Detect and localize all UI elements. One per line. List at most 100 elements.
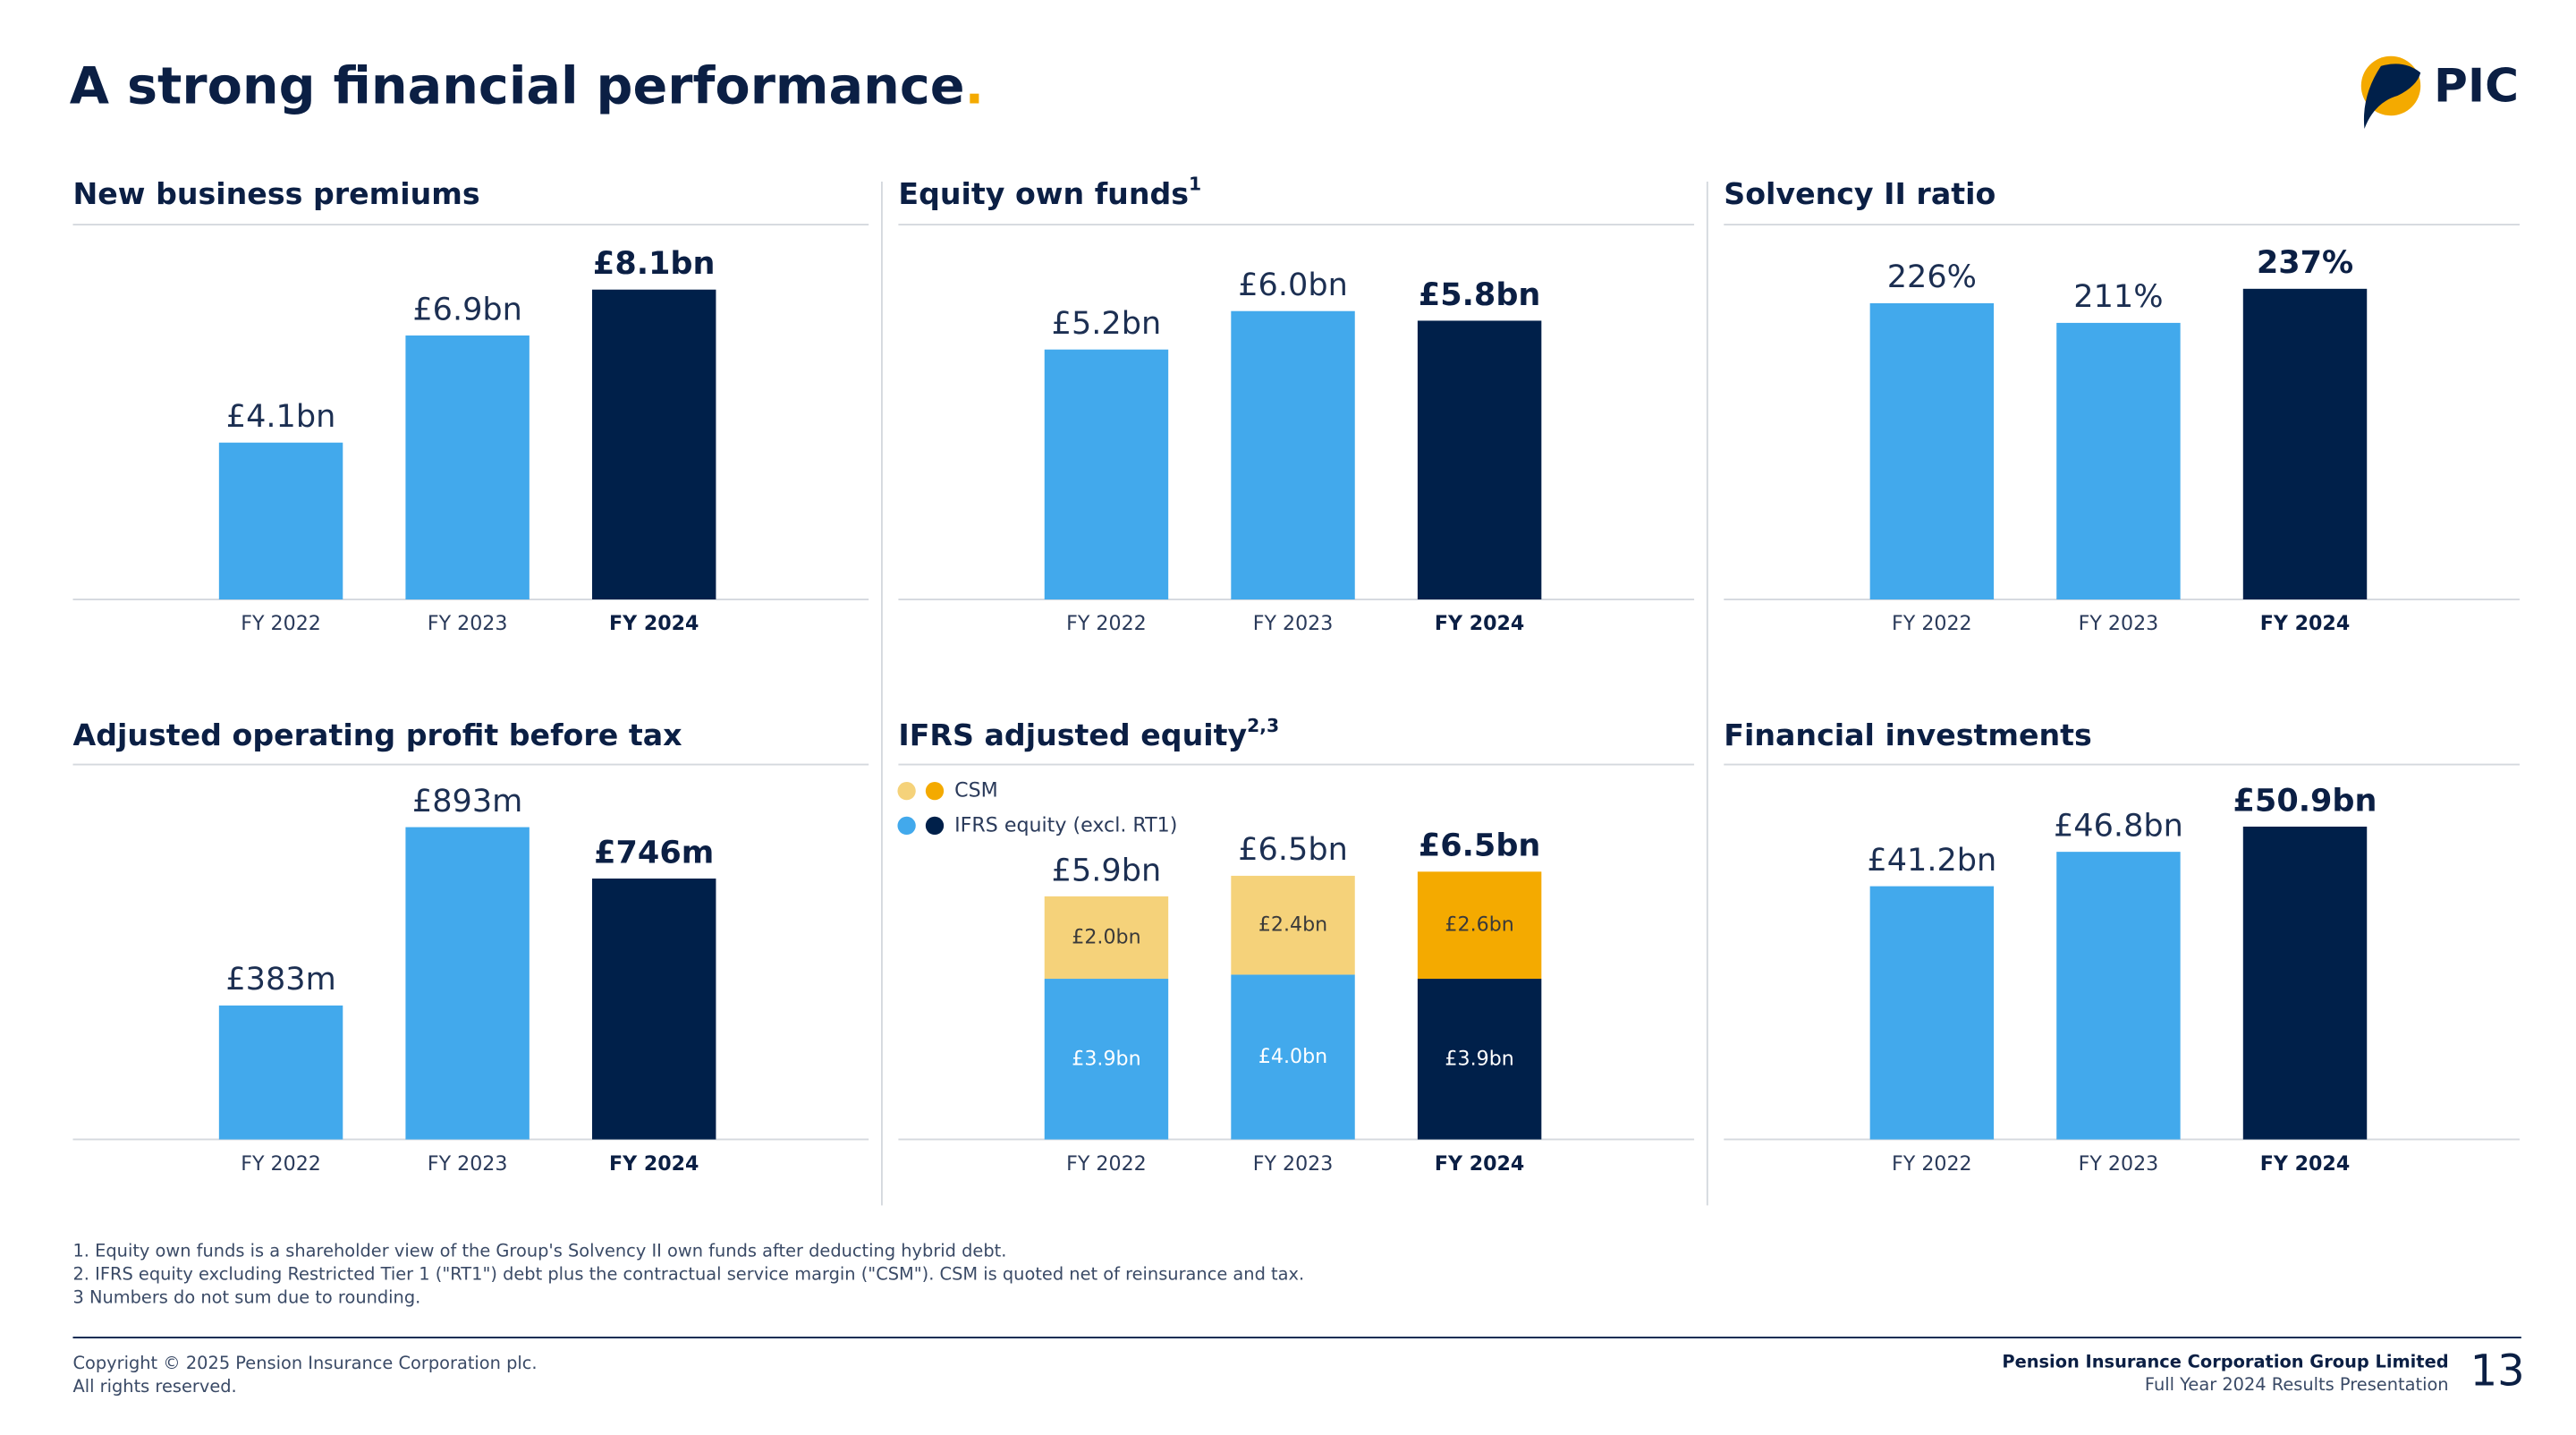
bar-segment <box>1044 896 1169 980</box>
bar <box>218 1005 343 1140</box>
segment-label: £3.9bn <box>1072 1047 1140 1070</box>
x-tick-label: FY 2022 <box>241 1152 321 1176</box>
slide-title: A strong financial performance. <box>70 56 984 115</box>
segment-label: £4.0bn <box>1258 1045 1327 1068</box>
x-tick-label: FY 2024 <box>1435 1152 1524 1176</box>
value-label: £4.1bn <box>226 398 336 435</box>
value-label: £746m <box>594 834 714 870</box>
chart-title: IFRS adjusted equity2,3 <box>898 715 1279 752</box>
x-tick-label: FY 2023 <box>428 1152 508 1176</box>
bar <box>2056 322 2181 600</box>
bar <box>2242 826 2368 1140</box>
x-tick-label: FY 2022 <box>1892 612 1972 635</box>
chart-title: Equity own funds1 <box>898 174 1201 211</box>
footnote: 3 Numbers do not sum due to rounding. <box>72 1286 420 1307</box>
chart-title-text: Solvency II ratio <box>1724 175 1996 210</box>
chart-panel: Solvency II ratio FY 2022 FY 2023 FY 2024 22… <box>1724 175 2520 635</box>
chart-panel: New business premiums FY 2022 FY 2023 FY 20… <box>72 175 869 635</box>
x-tick-label: FY 2023 <box>2079 612 2159 635</box>
value-label: £6.9bn <box>412 291 522 327</box>
x-tick-label: FY 2024 <box>1435 612 1524 635</box>
presentation: Full Year 2024 Results Presentation <box>2145 1374 2449 1395</box>
chart-title-text: Equity own funds <box>898 175 1189 210</box>
chart-panel: IFRS adjusted equity2,3 FY 2022 FY 2023 FY … <box>897 715 1695 1176</box>
x-tick-label: FY 2024 <box>2260 1152 2350 1176</box>
footnote: 1. Equity own funds is a shareholder vie… <box>72 1241 1006 1261</box>
x-tick-label: FY 2022 <box>1066 612 1147 635</box>
segment-label: £2.0bn <box>1072 925 1140 948</box>
chart-panel: Equity own funds1 FY 2022 FY 2023 FY 2024 £5… <box>898 174 1695 635</box>
segment-label: £3.9bn <box>1445 1047 1513 1070</box>
bar-segment <box>1231 875 1355 975</box>
value-label: £8.1bn <box>593 245 716 282</box>
bar <box>1869 302 1995 600</box>
bar <box>1869 886 1995 1140</box>
logo-text: PIC <box>2434 60 2519 114</box>
title-mark: . <box>965 56 985 115</box>
value-label: £5.8bn <box>1419 276 1541 313</box>
bar <box>218 442 343 600</box>
chart-title-text: IFRS adjusted equity <box>898 718 1247 752</box>
x-tick-label: FY 2024 <box>609 1152 699 1176</box>
chart-title: Solvency II ratio <box>1724 175 1996 210</box>
title-text: A strong financial performance <box>70 56 965 115</box>
bar <box>1231 310 1355 600</box>
x-tick-label: FY 2022 <box>1066 1152 1147 1176</box>
page-number: 13 <box>2470 1346 2525 1397</box>
bar-segment <box>1417 979 1542 1140</box>
bar <box>2056 852 2181 1140</box>
x-tick-label: FY 2023 <box>1253 1152 1334 1176</box>
bar <box>2242 288 2368 600</box>
chart-title-text: Financial investments <box>1724 718 2092 752</box>
value-label: £41.2bn <box>1867 842 1996 879</box>
chart-title: Adjusted operating profit before tax <box>72 718 682 752</box>
x-tick-label: FY 2023 <box>2079 1152 2159 1176</box>
bar-segment <box>1417 871 1542 980</box>
value-label: 226% <box>1887 259 1977 295</box>
value-label: £383m <box>225 961 335 998</box>
total-label: £5.9bn <box>1052 852 1162 888</box>
legend-swatch <box>925 816 945 836</box>
segment-label: £2.6bn <box>1445 913 1513 937</box>
x-tick-label: FY 2023 <box>428 612 508 635</box>
title-note: 1 <box>1189 174 1201 195</box>
bar <box>405 827 530 1140</box>
value-label: £893m <box>412 783 522 819</box>
bar-segment <box>1044 979 1169 1140</box>
x-tick-label: FY 2023 <box>1253 612 1334 635</box>
copyright: All rights reserved. <box>72 1376 236 1397</box>
legend-swatch <box>897 781 916 801</box>
total-label: £6.5bn <box>1419 828 1541 864</box>
chart-title-text: Adjusted operating profit before tax <box>72 718 682 752</box>
chart-panel: Financial investments FY 2022 FY 2023 FY 20… <box>1724 718 2520 1176</box>
company: Pension Insurance Corporation Group Limi… <box>2002 1351 2448 1371</box>
bar-segment <box>1231 974 1355 1140</box>
segment-label: £2.4bn <box>1258 913 1327 937</box>
footnote: 2. IFRS equity excluding Restricted Tier… <box>72 1263 1304 1284</box>
x-tick-label: FY 2024 <box>609 612 699 635</box>
legend-label: IFRS equity (excl. RT1) <box>954 813 1177 836</box>
chart-title: Financial investments <box>1724 718 2092 752</box>
x-tick-label: FY 2024 <box>2260 612 2350 635</box>
x-tick-label: FY 2022 <box>241 612 321 635</box>
value-label: 237% <box>2257 244 2353 281</box>
value-label: £46.8bn <box>2054 807 2183 844</box>
legend-swatch <box>897 816 916 836</box>
copyright: Copyright © 2025 Pension Insurance Corpo… <box>72 1353 537 1373</box>
bar <box>1044 349 1169 600</box>
value-label: 211% <box>2073 278 2163 315</box>
logo-bird <box>2363 64 2421 129</box>
chart-title: New business premiums <box>72 175 479 210</box>
chart-panel: Adjusted operating profit before tax FY 2… <box>72 718 869 1176</box>
title-note: 2,3 <box>1247 715 1279 736</box>
chart-title-text: New business premiums <box>72 175 479 210</box>
bar <box>405 335 530 600</box>
bar <box>1417 320 1542 600</box>
bar <box>591 289 716 600</box>
legend-swatch <box>925 781 945 801</box>
x-tick-label: FY 2022 <box>1892 1152 1972 1176</box>
value-label: £5.2bn <box>1052 305 1162 342</box>
value-label: £6.0bn <box>1238 267 1348 303</box>
logo: PIC <box>2360 55 2519 129</box>
